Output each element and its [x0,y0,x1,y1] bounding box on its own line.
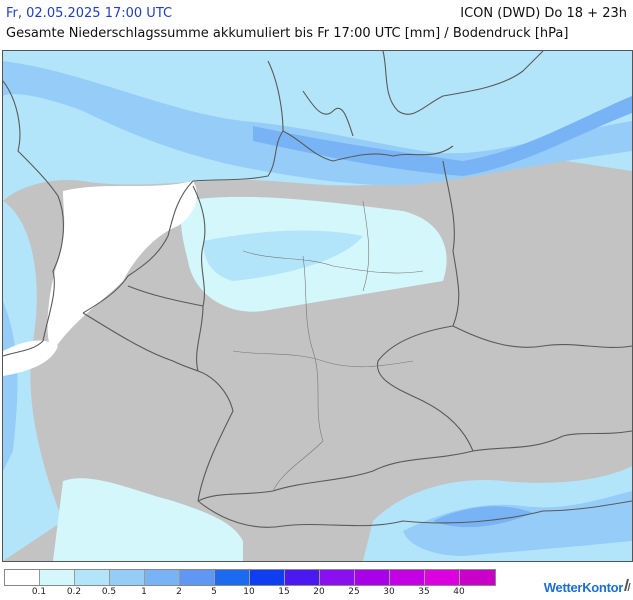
de-pl-border [442,160,460,327]
legend-swatch [75,570,110,585]
german-north-coast [192,130,454,182]
legend-swatch [180,570,215,585]
legend-label: 10 [243,587,255,597]
precip-south-strong [403,491,632,556]
de-ch-border [197,490,274,502]
brand-mark-icon [624,579,631,592]
cz-at-border [472,430,632,452]
legend-value-labels: 0.1 0.2 0.5 1 2 5 10 15 20 25 30 35 40 [4,587,504,599]
be-fr-border [82,312,199,372]
legend-label: 2 [176,587,182,597]
legend-swatch [145,570,180,585]
denmark-outline [267,60,354,137]
legend-swatch [250,570,285,585]
uk-coastline [3,80,64,357]
cz-pl-border [452,325,632,348]
english-channel [3,340,58,376]
precip-central-strong [203,230,363,281]
legend-label: 1 [141,587,147,597]
legend-swatch [40,570,75,585]
legend-swatch [285,570,320,585]
map-title: Gesamte Niederschlagssumme akkumuliert b… [6,26,569,41]
precipitation-field [3,51,632,561]
sea-areas [3,181,198,376]
precip-west-strong [3,301,18,471]
precip-band-north [3,51,632,201]
german-state-lines [232,200,424,492]
benelux-coast [82,180,194,314]
precip-band-north-strong [3,61,632,186]
legend-label: 15 [278,587,290,597]
country-borders [3,51,632,528]
legend-label: 0.2 [66,587,82,597]
legend-label: 35 [418,587,430,597]
precip-band-core [253,96,632,176]
legend-swatch [425,570,460,585]
legend-swatch [215,570,250,585]
legend-swatch [355,570,390,585]
legend-swatch [5,570,40,585]
legend-label: 20 [313,587,325,597]
de-benelux-border [192,185,206,372]
alps-south-border [197,500,632,528]
legend-swatch [460,570,495,585]
nl-be-border [127,285,204,307]
legend-swatch [110,570,145,585]
de-cz-border [377,325,474,452]
legend-label: 0.1 [31,587,47,597]
precip-west [3,201,63,561]
precip-south-core [433,506,533,528]
model-run-label: ICON (DWD) Do 18 + 23h [460,6,627,21]
legend-label: 25 [348,587,360,597]
brand-logo: WetterKontor [543,580,624,595]
legend-color-scale [4,569,496,586]
legend-label: 0.5 [101,587,117,597]
legend-swatch [390,570,425,585]
precip-sw [53,478,243,561]
de-fr-border [197,370,234,502]
precipitation-map [2,50,633,562]
legend-label: 30 [383,587,395,597]
de-at-border [272,450,474,492]
north-sea [47,181,198,351]
legend-label: 5 [211,587,217,597]
forecast-datetime: Fr, 02.05.2025 17:00 UTC [6,6,173,21]
sweden-coast [382,51,544,115]
precipitation-legend: 0.1 0.2 0.5 1 2 5 10 15 20 25 30 35 40 [4,569,504,599]
legend-label: 40 [453,587,465,597]
legend-swatch [320,570,355,585]
